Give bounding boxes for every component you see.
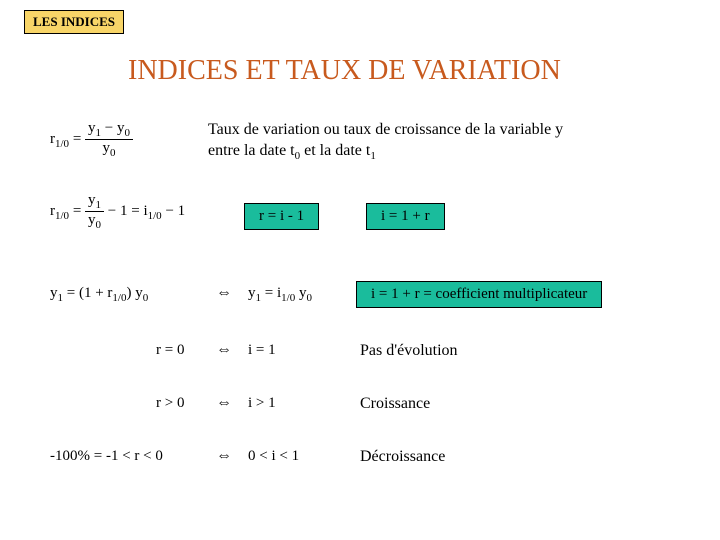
description: Taux de variation ou taux de croissance … <box>208 120 638 163</box>
equiv-sym-6: ⇔ <box>216 447 232 464</box>
row5-cond: r > 0 <box>156 395 184 411</box>
row6-val: 0 < i < 1 <box>248 448 299 464</box>
formula-y1-left: y1 = (1 + r1/0) y0 <box>50 285 148 304</box>
formula-r-ratio: r1/0 = y1 − y0 y0 <box>50 120 133 159</box>
equiv-sym-4: ⇔ <box>216 341 232 358</box>
equiv-4: ⇔ <box>216 341 232 359</box>
cond-r-positive: r > 0 <box>156 395 184 412</box>
row6-label: Décroissance <box>360 448 445 465</box>
label-growth: Croissance <box>360 395 430 413</box>
row4-label: Pas d'évolution <box>360 342 458 359</box>
box-coefficient: i = 1 + r = coefficient multiplicateur <box>356 281 602 308</box>
equiv-sym-5: ⇔ <box>216 394 232 411</box>
page-title: INDICES ET TAUX DE VARIATION <box>128 55 561 87</box>
label-no-evolution: Pas d'évolution <box>360 342 458 360</box>
val-i-one: i = 1 <box>248 342 276 359</box>
section-badge: LES INDICES <box>24 10 124 34</box>
equiv-5: ⇔ <box>216 394 232 412</box>
formula-y1-right: y1 = i1/0 y0 <box>248 285 312 304</box>
row5-label: Croissance <box>360 395 430 412</box>
row5-val: i > 1 <box>248 395 276 411</box>
cond-r-negative: -100% = -1 < r < 0 <box>50 448 163 465</box>
box-r-text: r = i - 1 <box>259 208 304 224</box>
box-i-text: i = 1 + r <box>381 208 430 224</box>
sub-1a: 1 <box>370 150 376 162</box>
desc-line2b: et la date t <box>300 142 370 159</box>
label-decline: Décroissance <box>360 448 445 466</box>
row4-val: i = 1 <box>248 342 276 358</box>
desc-line2a: entre la date t <box>208 142 295 159</box>
badge-text: LES INDICES <box>33 14 115 29</box>
cond-r-zero: r = 0 <box>156 342 184 359</box>
val-i-gt-one: i > 1 <box>248 395 276 412</box>
formula-r-expanded: r1/0 = y1 y0 − 1 = i1/0 − 1 <box>50 192 185 231</box>
row4-cond: r = 0 <box>156 342 184 358</box>
desc-line1: Taux de variation ou taux de croissance … <box>208 121 563 138</box>
row6-cond: -100% = -1 < r < 0 <box>50 448 163 464</box>
box-r-equals: r = i - 1 <box>244 203 319 230</box>
title-text: INDICES ET TAUX DE VARIATION <box>128 55 561 86</box>
val-i-fraction: 0 < i < 1 <box>248 448 299 465</box>
box-coef-text: i = 1 + r = coefficient multiplicateur <box>371 286 587 302</box>
equiv-3: ⇔ <box>216 284 232 302</box>
equiv-6: ⇔ <box>216 447 232 465</box>
box-i-equals: i = 1 + r <box>366 203 445 230</box>
equiv-sym-3: ⇔ <box>216 284 232 301</box>
